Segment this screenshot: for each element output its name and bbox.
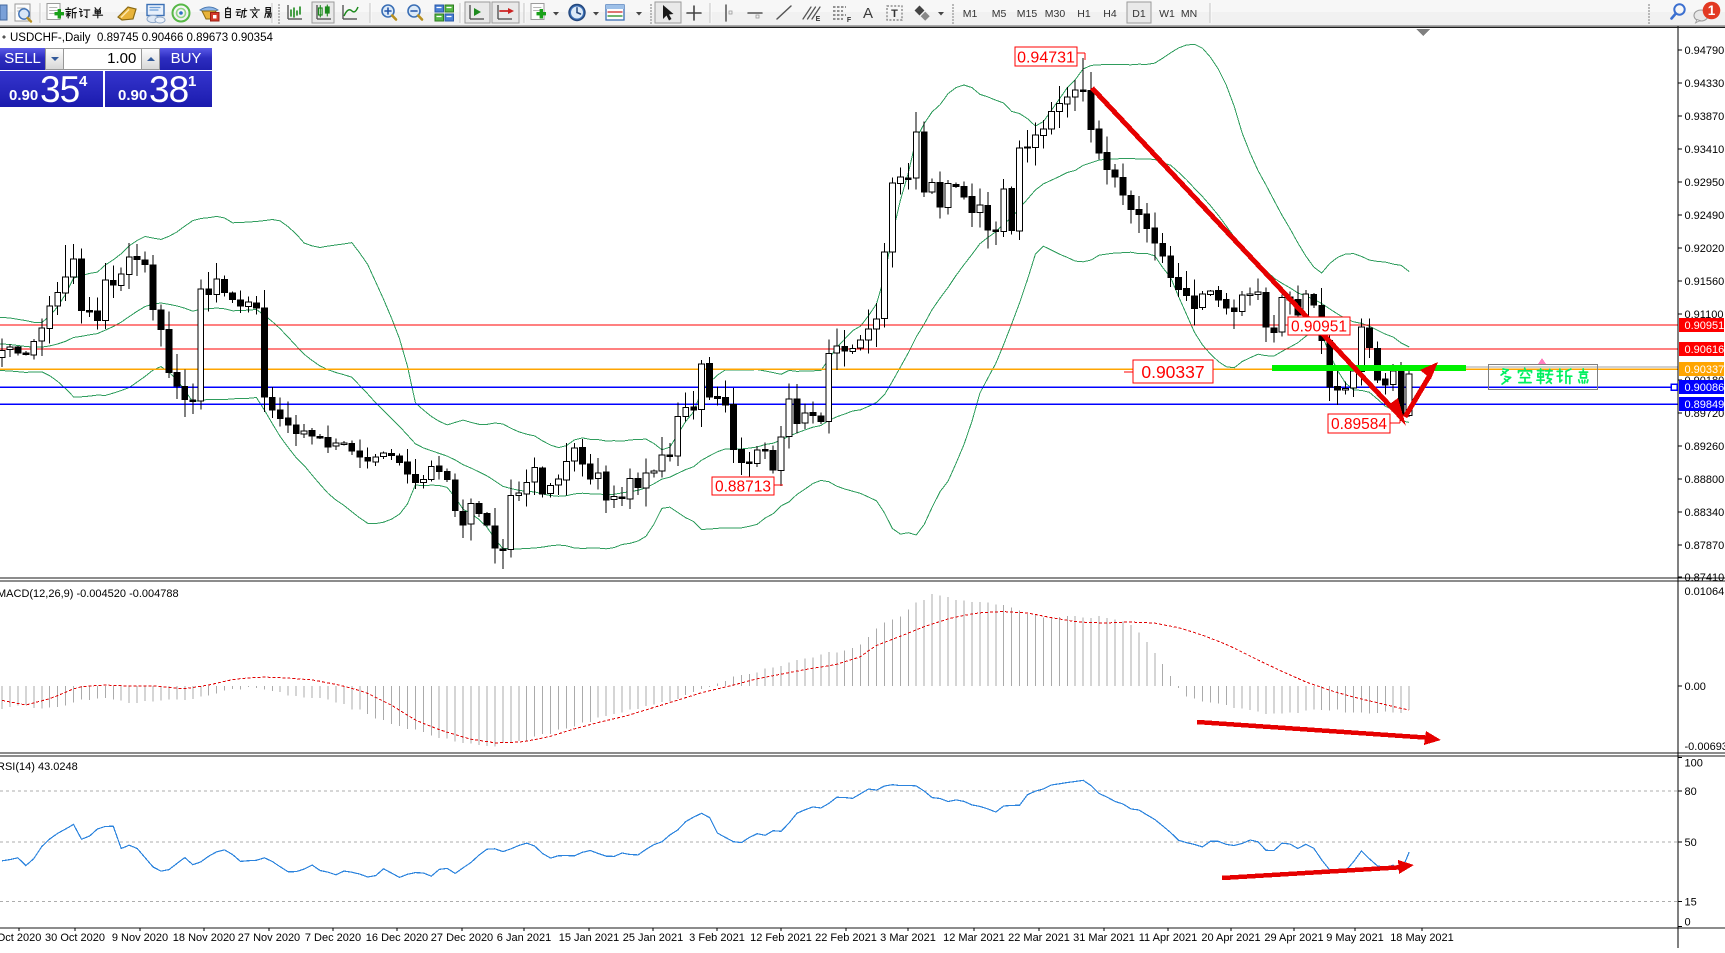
svg-text:80: 80 [1685, 786, 1697, 798]
svg-text:0.88713: 0.88713 [715, 479, 771, 496]
svg-text:0.93410: 0.93410 [1685, 144, 1725, 156]
svg-text:100: 100 [1685, 757, 1703, 769]
svg-text:0.90086: 0.90086 [1685, 382, 1725, 394]
svg-text:12 Feb 2021: 12 Feb 2021 [750, 932, 812, 944]
svg-text:RSI(14) 43.0248: RSI(14) 43.0248 [0, 761, 78, 773]
svg-text:M30: M30 [1045, 8, 1066, 20]
svg-text:A: A [863, 5, 873, 22]
svg-text:0.91560: 0.91560 [1685, 276, 1725, 288]
svg-text:M5: M5 [992, 8, 1007, 20]
svg-text:0.90337: 0.90337 [1685, 364, 1725, 376]
svg-text:9 Nov 2020: 9 Nov 2020 [112, 932, 168, 944]
svg-text:-0.006934: -0.006934 [1685, 741, 1725, 753]
svg-text:11 Apr 2021: 11 Apr 2021 [1139, 932, 1198, 944]
svg-text:0.94330: 0.94330 [1685, 78, 1725, 90]
svg-text:27 Nov 2020: 27 Nov 2020 [238, 932, 300, 944]
svg-text:0.01064: 0.01064 [1685, 586, 1725, 598]
svg-text:9 May 2021: 9 May 2021 [1326, 932, 1383, 944]
svg-text:H4: H4 [1103, 8, 1117, 20]
svg-text:0.87410: 0.87410 [1685, 572, 1725, 584]
svg-text:0.94731: 0.94731 [1017, 49, 1075, 66]
svg-text:0.88800: 0.88800 [1685, 474, 1725, 486]
svg-text:50: 50 [1685, 837, 1697, 849]
svg-text:MACD(12,26,9) -0.004520 -0.004: MACD(12,26,9) -0.004520 -0.004788 [0, 588, 179, 600]
svg-text:15 Jan 2021: 15 Jan 2021 [559, 932, 620, 944]
svg-text:3 Mar 2021: 3 Mar 2021 [880, 932, 936, 944]
svg-text:0.89260: 0.89260 [1685, 441, 1725, 453]
svg-text:16 Dec 2020: 16 Dec 2020 [366, 932, 428, 944]
svg-text:D1: D1 [1132, 8, 1146, 20]
svg-text:W1: W1 [1159, 8, 1175, 20]
svg-text:3 Feb 2021: 3 Feb 2021 [689, 932, 745, 944]
svg-text:30 Oct 2020: 30 Oct 2020 [45, 932, 105, 944]
svg-text:18 May 2021: 18 May 2021 [1390, 932, 1454, 944]
svg-text:H1: H1 [1077, 8, 1091, 20]
svg-text:0.88340: 0.88340 [1685, 507, 1725, 519]
svg-text:15: 15 [1685, 896, 1697, 908]
svg-text:0.90616: 0.90616 [1685, 344, 1725, 356]
svg-text:31 Mar 2021: 31 Mar 2021 [1073, 932, 1135, 944]
svg-text:0.90951: 0.90951 [1685, 320, 1725, 332]
svg-text:18 Nov 2020: 18 Nov 2020 [173, 932, 235, 944]
svg-text:0.90951: 0.90951 [1291, 319, 1347, 336]
svg-text:0.00: 0.00 [1685, 681, 1706, 693]
svg-text:27 Dec 2020: 27 Dec 2020 [431, 932, 493, 944]
svg-text:7 Dec 2020: 7 Dec 2020 [305, 932, 361, 944]
svg-text:0.89745 0.90466 0.89673 0.9035: 0.89745 0.90466 0.89673 0.90354 [97, 32, 273, 44]
svg-text:0.92950: 0.92950 [1685, 177, 1725, 189]
svg-text:0.90337: 0.90337 [1141, 362, 1204, 382]
svg-text:E: E [816, 16, 821, 23]
svg-text:0.87870: 0.87870 [1685, 540, 1725, 552]
svg-text:0.89849: 0.89849 [1685, 399, 1725, 411]
svg-text:MN: MN [1181, 8, 1197, 20]
svg-text:25 Jan 2021: 25 Jan 2021 [623, 932, 684, 944]
svg-text:0.92020: 0.92020 [1685, 243, 1725, 255]
svg-text:29 Apr 2021: 29 Apr 2021 [1264, 932, 1323, 944]
svg-text:0: 0 [1685, 917, 1691, 929]
svg-text:6 Jan 2021: 6 Jan 2021 [497, 932, 551, 944]
svg-text:0.92490: 0.92490 [1685, 210, 1725, 222]
svg-text:M1: M1 [963, 8, 978, 20]
svg-text:Oct 2020: Oct 2020 [0, 932, 41, 944]
svg-text:USDCHF-,Daily: USDCHF-,Daily [10, 32, 91, 44]
svg-text:0.93870: 0.93870 [1685, 111, 1725, 123]
svg-text:22 Mar 2021: 22 Mar 2021 [1008, 932, 1070, 944]
svg-text:T: T [891, 8, 898, 20]
svg-text:22 Feb 2021: 22 Feb 2021 [815, 932, 877, 944]
svg-text:0.94790: 0.94790 [1685, 45, 1725, 57]
svg-text:20 Apr 2021: 20 Apr 2021 [1201, 932, 1260, 944]
svg-text:M15: M15 [1017, 8, 1038, 20]
svg-text:0.89584: 0.89584 [1331, 416, 1387, 433]
svg-text:F: F [847, 17, 852, 24]
svg-text:1: 1 [1708, 3, 1716, 18]
svg-text:12 Mar 2021: 12 Mar 2021 [943, 932, 1005, 944]
